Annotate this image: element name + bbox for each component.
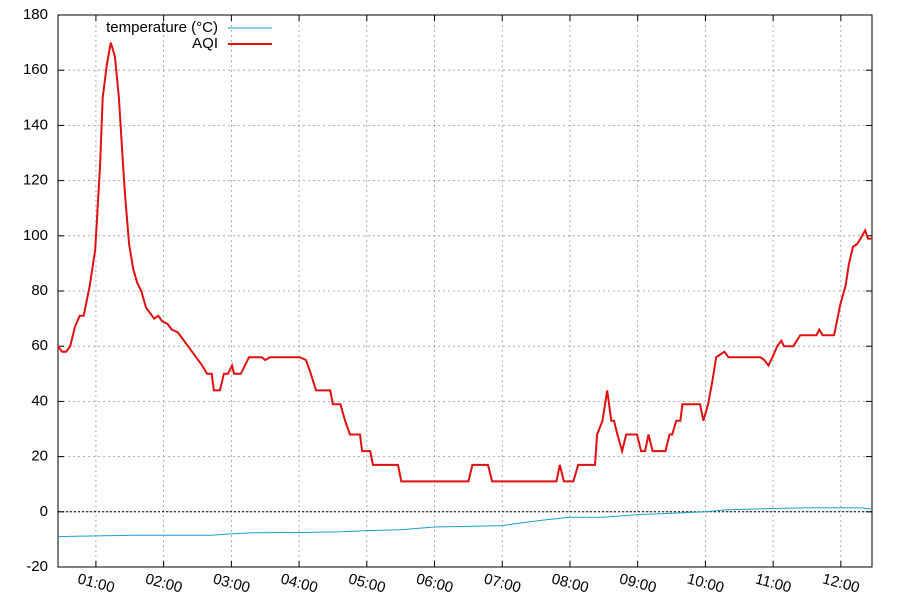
y-tick-label: 180 bbox=[23, 6, 48, 23]
x-tick-label: 06:00 bbox=[414, 570, 455, 596]
y-tick-label: 40 bbox=[31, 392, 48, 409]
y-tick-label: 80 bbox=[31, 282, 48, 299]
y-tick-label: 160 bbox=[23, 61, 48, 78]
x-tick-label: 11:00 bbox=[753, 571, 793, 597]
data-line bbox=[57, 507, 873, 538]
x-tick-label: 05:00 bbox=[347, 570, 388, 596]
x-tick-label: 12:00 bbox=[821, 570, 862, 596]
y-tick-label: 140 bbox=[23, 116, 48, 133]
y-tick-label: 0 bbox=[40, 503, 48, 520]
x-tick-label: 01:00 bbox=[76, 570, 117, 596]
data-line bbox=[57, 42, 872, 483]
legend-label: AQI bbox=[192, 35, 218, 52]
y-tick-label: 60 bbox=[31, 337, 48, 354]
legend-label: temperature (°C) bbox=[106, 19, 218, 36]
x-tick-label: 09:00 bbox=[617, 570, 658, 596]
x-tick-label: 10:00 bbox=[685, 570, 726, 596]
y-tick-label: -20 bbox=[26, 558, 48, 575]
y-tick-label: 100 bbox=[23, 227, 48, 244]
x-tick-label: 02:00 bbox=[143, 570, 184, 596]
y-tick-label: 120 bbox=[23, 172, 48, 189]
y-tick-label: 20 bbox=[31, 448, 48, 465]
x-tick-label: 03:00 bbox=[211, 570, 252, 596]
x-tick-label: 04:00 bbox=[279, 570, 320, 596]
x-tick-label: 07:00 bbox=[482, 570, 523, 596]
x-tick-label: 08:00 bbox=[550, 570, 591, 596]
